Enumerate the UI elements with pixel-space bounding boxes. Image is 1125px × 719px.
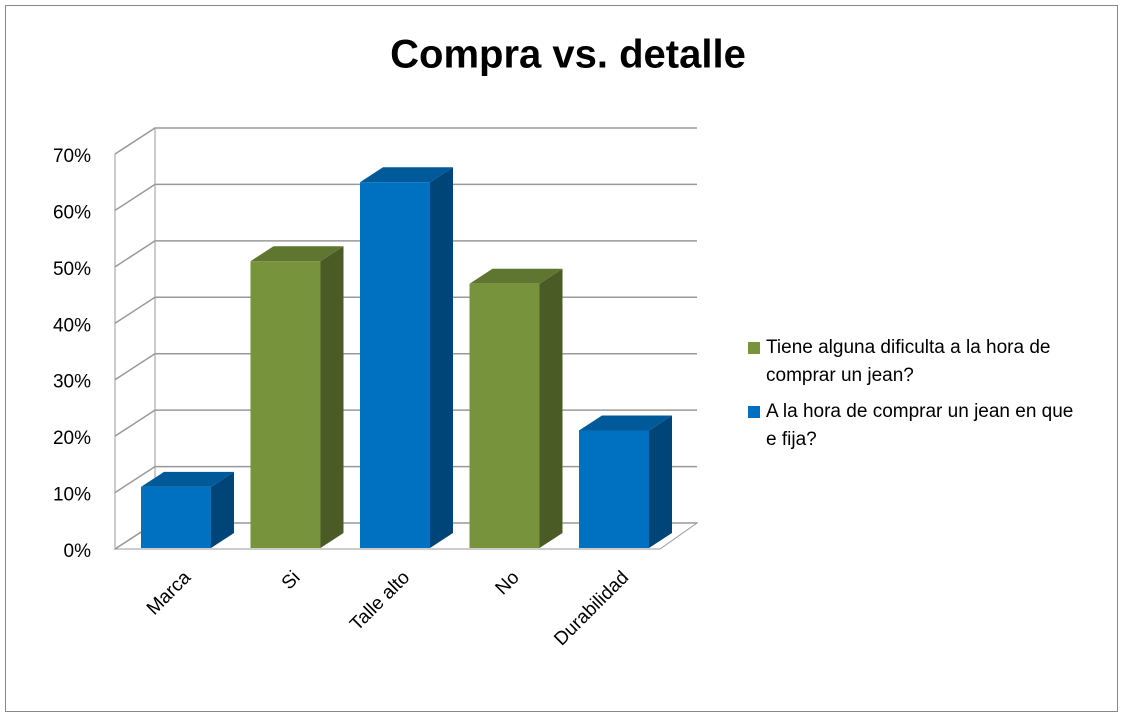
legend-label: A la hora de comprar un jean en que e fi…	[766, 401, 1074, 450]
legend-entry: A la hora de comprar un jean en que e fi…	[748, 398, 1088, 454]
bar	[141, 471, 234, 548]
bar	[579, 415, 672, 548]
bar-top	[579, 415, 672, 431]
bar-side	[320, 246, 344, 548]
bar-side	[539, 268, 563, 548]
legend-swatch	[748, 406, 760, 418]
bar-front	[579, 430, 649, 548]
legend-swatch	[748, 342, 760, 354]
bar	[250, 246, 344, 548]
bar-side	[430, 167, 453, 548]
bar-front	[141, 486, 211, 548]
y-tick-label: 70%	[53, 146, 91, 167]
bar-front	[469, 283, 540, 548]
bar-front	[360, 182, 430, 548]
legend-entry: Tiene alguna dificulta a la hora de comp…	[748, 334, 1088, 390]
bar-side	[649, 415, 672, 548]
bar-front	[250, 261, 321, 548]
y-tick-label: 40%	[53, 315, 91, 336]
bar-side	[211, 471, 234, 548]
y-tick-label: 30%	[53, 372, 91, 393]
bar	[360, 167, 453, 548]
bar-top	[141, 471, 234, 487]
chart-title: Compra vs. detalle	[390, 33, 746, 77]
legend: Tiene alguna dificulta a la hora de comp…	[748, 334, 1088, 462]
y-tick-label: 50%	[53, 259, 91, 280]
y-tick-label: 20%	[53, 428, 91, 449]
y-tick-label: 0%	[64, 541, 92, 562]
grid-line	[114, 240, 697, 268]
legend-label: Tiene alguna dificulta a la hora de comp…	[766, 337, 1051, 386]
bar-top	[250, 246, 344, 262]
grid-line	[114, 127, 697, 155]
y-tick-label: 10%	[53, 485, 91, 506]
bar	[469, 268, 563, 548]
bar-top	[360, 167, 453, 183]
grid-line	[114, 183, 697, 212]
y-tick-label: 60%	[53, 202, 91, 223]
bar-top	[469, 268, 563, 284]
